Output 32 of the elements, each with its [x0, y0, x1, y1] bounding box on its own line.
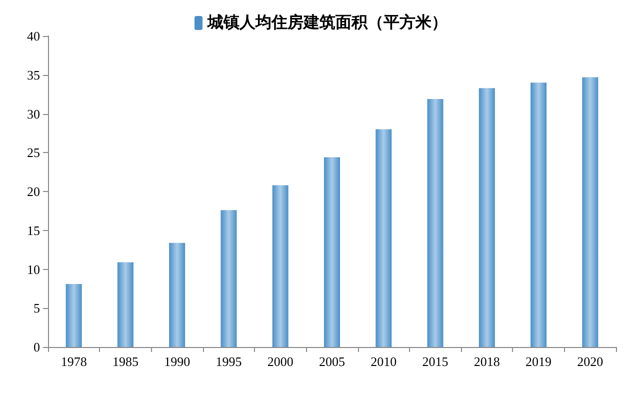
- bar: [427, 98, 444, 347]
- y-tick-label: 20: [27, 184, 40, 199]
- y-tick-label: 35: [27, 67, 40, 82]
- x-tick-label: 2005: [319, 354, 345, 369]
- bar: [117, 262, 134, 347]
- bar: [478, 88, 495, 347]
- x-tick-label: 2020: [577, 354, 604, 369]
- x-tick-label: 2000: [267, 354, 294, 369]
- x-tick-label: 2018: [474, 354, 500, 369]
- y-tick-label: 30: [27, 106, 40, 122]
- bar: [272, 185, 288, 347]
- bar: [220, 210, 237, 347]
- y-tick-label: 0: [34, 340, 40, 354]
- bar: [530, 82, 547, 347]
- bar: [66, 284, 82, 347]
- y-tick-label: 10: [27, 262, 40, 277]
- x-tick-label: 1995: [216, 354, 242, 369]
- x-tick-label: 2015: [422, 354, 448, 369]
- bar: [376, 129, 392, 347]
- x-tick-label: 2010: [370, 354, 397, 369]
- bar: [324, 157, 340, 347]
- y-tick-label: 15: [27, 222, 40, 238]
- y-tick-label: 5: [34, 300, 40, 316]
- y-tick-label: 40: [27, 28, 40, 44]
- bar: [169, 242, 186, 347]
- x-tick-label: 1990: [164, 354, 190, 369]
- bar: [582, 77, 598, 347]
- x-tick-label: 2019: [526, 354, 552, 369]
- x-tick-label: 1985: [112, 354, 138, 369]
- x-tick-label: 1978: [60, 354, 87, 369]
- legend-label: 城镇人均住房建筑面积（平方米）: [206, 12, 448, 32]
- y-tick-label: 25: [27, 145, 40, 160]
